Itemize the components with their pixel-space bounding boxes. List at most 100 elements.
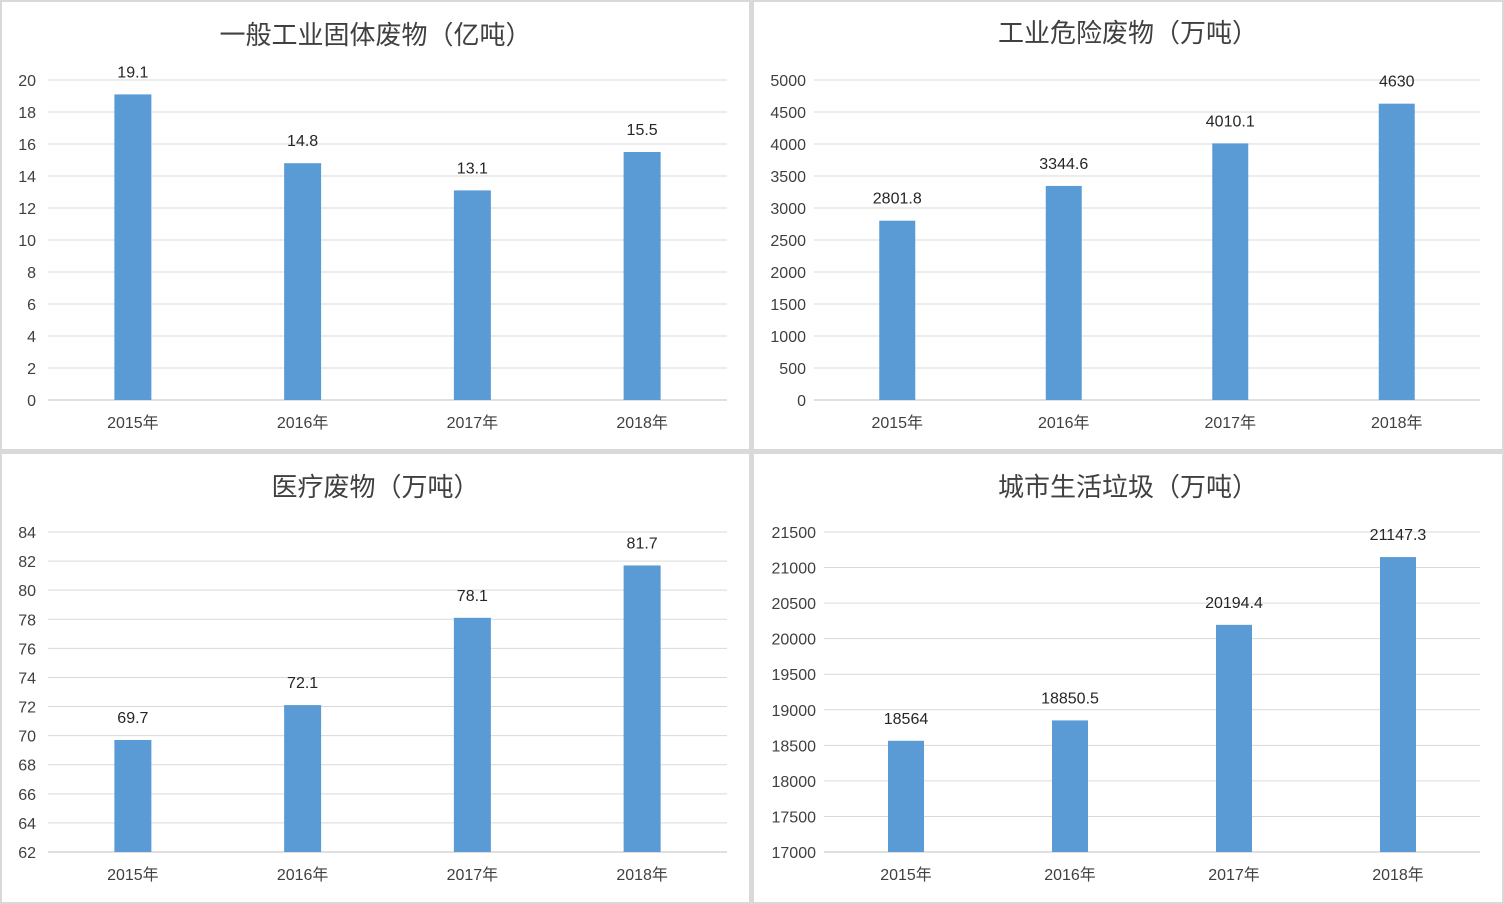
data-label: 14.8 — [287, 133, 318, 150]
y-tick-label: 76 — [18, 641, 36, 658]
x-tick-label: 2016年 — [277, 414, 329, 432]
data-label: 69.7 — [117, 710, 148, 727]
y-tick-label: 82 — [18, 554, 36, 571]
y-tick-label: 18000 — [772, 774, 817, 791]
y-tick-label: 19000 — [772, 703, 817, 720]
chart-panel-industrial-solid-waste: 一般工业固体废物（亿吨） 0 2 4 6 8 10 12 14 16 18 20 19.1 2015年 14… — [2, 2, 749, 449]
chart-title: 城市生活垃圾（万吨） — [998, 473, 1258, 503]
data-label: 78.1 — [457, 588, 488, 605]
y-tick-label: 4 — [27, 329, 36, 346]
x-tick-label: 2017年 — [1208, 866, 1260, 884]
bar — [1052, 720, 1088, 852]
chart-panel-municipal-waste: 城市生活垃圾（万吨） 17000 17500 18000 18500 19000 19500… — [754, 454, 1502, 902]
data-label: 20194.4 — [1205, 595, 1263, 612]
data-label: 4010.1 — [1206, 113, 1255, 130]
y-tick-label: 4000 — [770, 137, 806, 154]
y-tick-label: 20000 — [772, 632, 817, 649]
data-label: 4630 — [1379, 74, 1415, 91]
y-tick-label: 5000 — [770, 73, 806, 90]
bar — [114, 740, 152, 852]
y-tick-label: 500 — [779, 361, 806, 378]
x-tick-label: 2015年 — [107, 414, 159, 432]
data-label: 13.1 — [457, 160, 488, 177]
y-tick-label: 78 — [18, 612, 36, 629]
y-tick-label: 19500 — [772, 667, 817, 684]
y-tick-label: 20 — [18, 73, 36, 90]
chart-panel-medical-waste: 医疗废物（万吨） 62 64 66 68 70 72 74 76 78 80 82 84 69.7 2015… — [2, 454, 749, 902]
bar — [888, 740, 924, 852]
y-tick-label: 6 — [27, 297, 36, 314]
y-tick-label: 64 — [18, 816, 36, 833]
y-tick-label: 16 — [18, 137, 36, 154]
bar — [1216, 624, 1252, 852]
x-tick-label: 2015年 — [880, 866, 932, 884]
bar — [879, 220, 916, 400]
y-tick-label: 4500 — [770, 105, 806, 122]
chart-panel-industrial-hazardous-waste: 工业危险废物（万吨） 0 500 1000 1500 2000 2500 3000 3500 40… — [754, 2, 1502, 449]
x-tick-label: 2015年 — [107, 866, 159, 884]
y-tick-label: 0 — [27, 393, 36, 410]
bar — [623, 152, 661, 400]
bar — [284, 163, 322, 400]
x-tick-label: 2018年 — [1371, 414, 1423, 432]
y-tick-label: 18500 — [772, 738, 817, 755]
x-tick-label: 2017年 — [1204, 414, 1256, 432]
y-tick-label: 21500 — [772, 525, 817, 542]
bar — [453, 617, 491, 852]
x-tick-label: 2018年 — [1372, 866, 1424, 884]
bar — [1378, 103, 1415, 401]
y-tick-label: 0 — [797, 393, 806, 410]
y-tick-label: 74 — [18, 670, 36, 687]
y-tick-label: 21000 — [772, 561, 817, 578]
data-label: 2801.8 — [873, 191, 922, 208]
chart-svg-industrial-solid-waste: 一般工业固体废物（亿吨） 0 2 4 6 8 10 12 14 16 18 20 19.1 2015年 14… — [18, 21, 727, 432]
x-tick-label: 2016年 — [277, 866, 329, 884]
y-tick-label: 10 — [18, 233, 36, 250]
data-label: 18850.5 — [1041, 690, 1099, 707]
bar — [284, 705, 322, 852]
bar — [1212, 143, 1249, 400]
data-label: 19.1 — [117, 64, 148, 81]
y-tick-label: 66 — [18, 787, 36, 804]
x-tick-label: 2016年 — [1044, 866, 1096, 884]
y-tick-label: 84 — [18, 525, 36, 542]
y-tick-label: 17500 — [772, 809, 817, 826]
y-tick-label: 72 — [18, 700, 36, 717]
y-tick-label: 62 — [18, 845, 36, 862]
data-label: 18564 — [884, 711, 929, 728]
data-label: 81.7 — [627, 535, 658, 552]
bar — [114, 94, 152, 401]
y-tick-label: 1000 — [770, 329, 806, 346]
y-tick-label: 12 — [18, 201, 36, 218]
bar — [1380, 557, 1416, 852]
x-tick-label: 2015年 — [871, 414, 923, 432]
y-tick-label: 1500 — [770, 297, 806, 314]
y-tick-label: 14 — [18, 169, 36, 186]
chart-title: 一般工业固体废物（亿吨） — [219, 21, 531, 51]
chart-svg-industrial-hazardous-waste: 工业危险废物（万吨） 0 500 1000 1500 2000 2500 3000 3500 40… — [770, 19, 1480, 432]
x-tick-label: 2016年 — [1038, 414, 1090, 432]
y-tick-label: 17000 — [772, 845, 817, 862]
y-tick-label: 70 — [18, 729, 36, 746]
y-tick-label: 68 — [18, 758, 36, 775]
data-label: 72.1 — [287, 675, 318, 692]
chart-svg-municipal-waste: 城市生活垃圾（万吨） 17000 17500 18000 18500 19000 19500… — [772, 473, 1480, 884]
y-tick-label: 8 — [27, 265, 36, 282]
y-tick-label: 2 — [27, 361, 36, 378]
bar — [1045, 185, 1082, 400]
y-tick-label: 2500 — [770, 233, 806, 250]
x-tick-label: 2018年 — [616, 866, 668, 884]
chart-title: 工业危险废物（万吨） — [998, 19, 1258, 49]
y-tick-label: 80 — [18, 583, 36, 600]
data-label: 15.5 — [627, 122, 658, 139]
bar — [623, 565, 661, 852]
x-tick-label: 2017年 — [447, 414, 499, 432]
chart-svg-medical-waste: 医疗废物（万吨） 62 64 66 68 70 72 74 76 78 80 82 84 69.7 2015… — [18, 473, 727, 884]
y-tick-label: 20500 — [772, 596, 817, 613]
y-tick-label: 3500 — [770, 169, 806, 186]
data-label: 21147.3 — [1370, 527, 1427, 544]
y-tick-label: 18 — [18, 105, 36, 122]
y-tick-label: 3000 — [770, 201, 806, 218]
y-tick-label: 2000 — [770, 265, 806, 282]
